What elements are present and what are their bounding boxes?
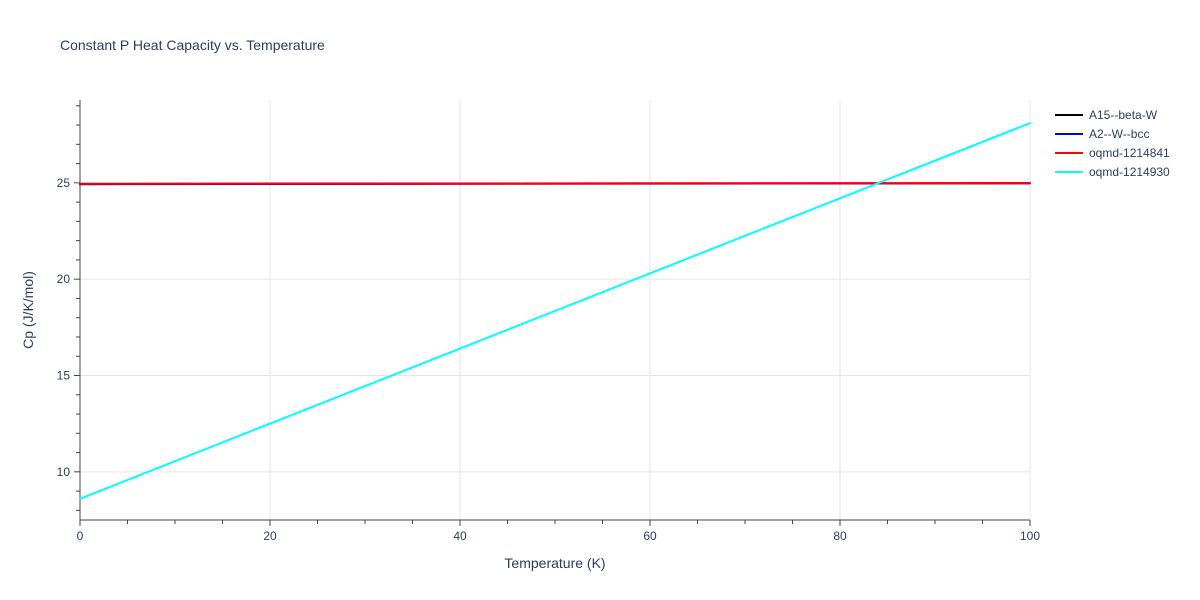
- legend-item[interactable]: oqmd-1214930: [1055, 165, 1170, 179]
- x-tick-label: 40: [453, 529, 467, 543]
- y-tick-label: 15: [57, 369, 71, 383]
- series-line-3: [79, 182, 1031, 185]
- legend-item[interactable]: oqmd-1214841: [1055, 146, 1170, 160]
- y-axis-title: Cp (J/K/mol): [20, 271, 36, 349]
- legend-item[interactable]: A15--beta-W: [1055, 108, 1158, 122]
- y-tick-label: 10: [57, 465, 71, 479]
- x-tick-label: 20: [263, 529, 277, 543]
- x-tick-label: 60: [643, 529, 657, 543]
- x-tick-label: 80: [833, 529, 847, 543]
- legend[interactable]: A15--beta-W A2--W--bcc oqmd-1214841 oqmd-12…: [1055, 108, 1170, 179]
- chart-title: Constant P Heat Capacity vs. Temperature: [60, 37, 325, 53]
- y-tick-label: 20: [57, 272, 71, 286]
- series-line-4: [79, 122, 1031, 500]
- x-axis-title: Temperature (K): [504, 555, 605, 571]
- legend-item[interactable]: A2--W--bcc: [1055, 127, 1149, 141]
- legend-label: oqmd-1214841: [1089, 146, 1170, 160]
- x-tick-label: 100: [1020, 529, 1040, 543]
- y-tick-label: 25: [57, 176, 71, 190]
- legend-label: oqmd-1214930: [1089, 165, 1170, 179]
- legend-label: A2--W--bcc: [1089, 127, 1149, 141]
- axes-layer: 0 20 40 60 80 100 10 15 20 25: [57, 100, 1040, 543]
- series-layer: [79, 122, 1031, 500]
- x-tick-label: 0: [77, 529, 84, 543]
- legend-label: A15--beta-W: [1089, 108, 1158, 122]
